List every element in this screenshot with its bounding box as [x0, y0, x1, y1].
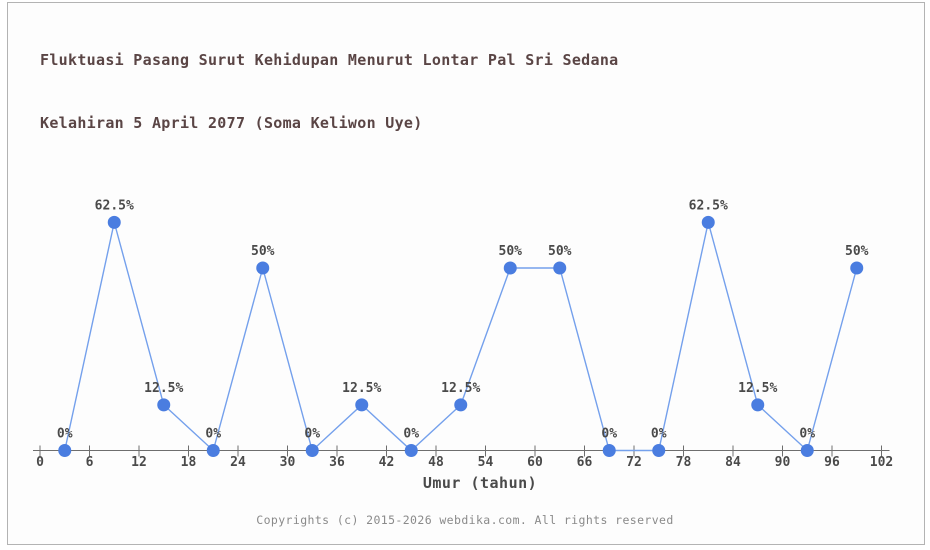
x-axis-tick-label: 42	[379, 455, 395, 470]
x-axis-title: Umur (tahun)	[423, 474, 537, 492]
x-axis-tick-label: 12	[131, 455, 147, 470]
data-point-marker	[454, 398, 468, 412]
x-axis-tick-label: 60	[527, 455, 543, 470]
data-point-marker	[652, 444, 666, 457]
data-point-marker	[602, 444, 616, 457]
data-point-label: 50%	[548, 244, 572, 259]
chart-title: Fluktuasi Pasang Surut Kehidupan Menurut…	[40, 8, 619, 176]
data-point-label: 62.5%	[95, 198, 134, 213]
data-point-marker	[553, 261, 567, 275]
data-point-label: 0%	[651, 427, 667, 442]
x-axis-tick-label: 48	[428, 455, 444, 470]
data-point-label: 12.5%	[738, 381, 777, 396]
data-point-marker	[206, 444, 220, 457]
data-point-label: 50%	[845, 244, 869, 259]
x-axis-tick-label: 96	[824, 455, 840, 470]
x-axis-tick-label: 72	[626, 455, 642, 470]
data-point-label: 0%	[799, 427, 815, 442]
chart-frame	[7, 2, 925, 545]
footer-copyright: Copyrights (c) 2015-2026 webdika.com. Al…	[256, 513, 674, 527]
data-point-label: 0%	[601, 427, 617, 442]
data-point-marker	[503, 261, 517, 275]
x-axis-tick-label: 0	[36, 455, 44, 470]
data-point-label: 50%	[499, 244, 523, 259]
data-point-label: 62.5%	[689, 198, 728, 213]
data-point-marker	[256, 261, 270, 275]
x-axis-tick-label: 6	[86, 455, 94, 470]
chart-title-line1: Fluktuasi Pasang Surut Kehidupan Menurut…	[40, 51, 619, 69]
x-axis-tick-label: 90	[775, 455, 791, 470]
x-axis-tick-label: 84	[725, 455, 741, 470]
data-point-marker	[305, 444, 319, 457]
x-axis-tick-label: 54	[478, 455, 494, 470]
data-point-marker	[800, 444, 814, 457]
chart-title-line2: Kelahiran 5 April 2077 (Soma Keliwon Uye…	[40, 114, 423, 132]
data-point-label: 0%	[403, 427, 419, 442]
data-point-marker	[404, 444, 418, 457]
data-point-marker	[157, 398, 171, 412]
x-axis-tick-label: 102	[870, 455, 893, 470]
data-point-marker	[751, 398, 765, 412]
data-point-marker	[107, 215, 121, 229]
data-point-label: 50%	[251, 244, 275, 259]
x-axis-tick-label: 36	[329, 455, 345, 470]
data-point-label: 0%	[57, 427, 73, 442]
x-axis-tick-label: 78	[676, 455, 692, 470]
data-point-marker	[701, 215, 715, 229]
data-line	[64, 222, 858, 452]
x-axis-tick-label: 18	[181, 455, 197, 470]
x-axis-tick-label: 30	[280, 455, 296, 470]
x-axis-tick-label: 24	[230, 455, 246, 470]
data-point-marker	[355, 398, 369, 412]
data-point-label: 12.5%	[441, 381, 480, 396]
data-point-label: 12.5%	[144, 381, 183, 396]
data-point-marker	[850, 261, 864, 275]
data-point-label: 12.5%	[342, 381, 381, 396]
x-axis-tick-label: 66	[577, 455, 593, 470]
data-point-marker	[58, 444, 72, 457]
data-point-label: 0%	[304, 427, 320, 442]
data-point-label: 0%	[205, 427, 221, 442]
